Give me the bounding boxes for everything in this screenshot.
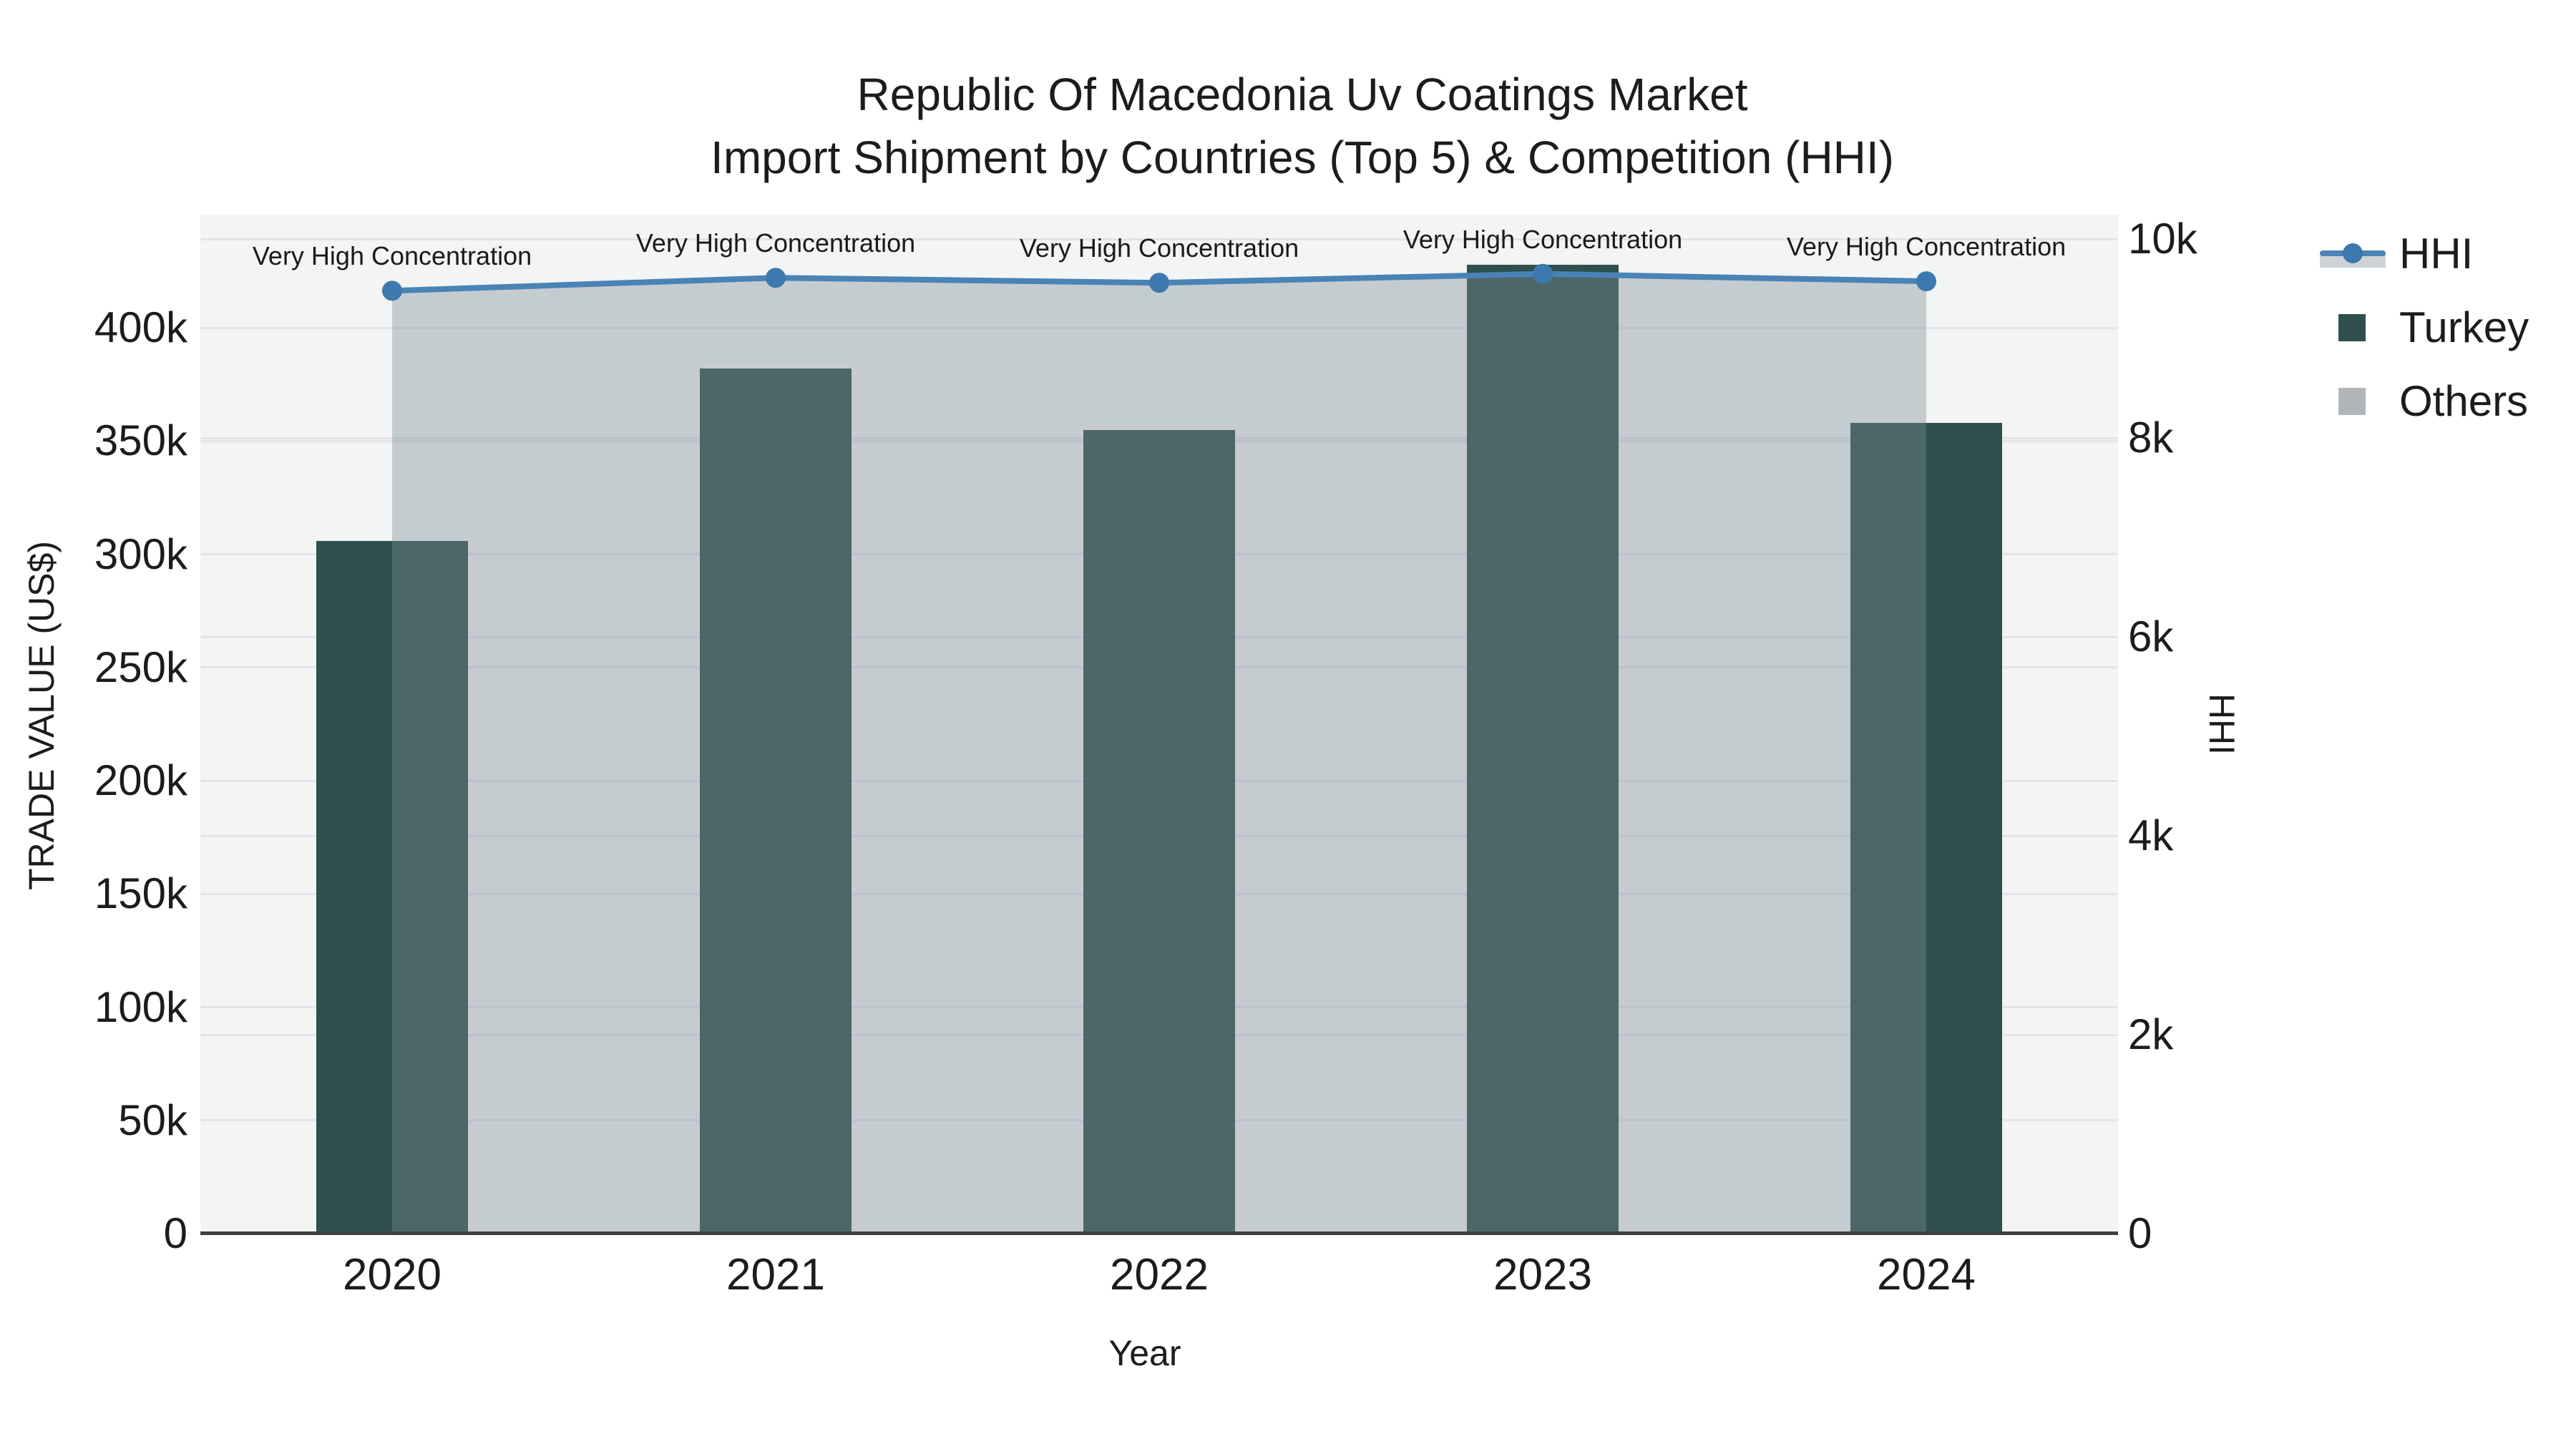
turkey-swatch-icon: [2318, 306, 2386, 350]
hhi-marker-2023[interactable]: [1533, 263, 1553, 284]
x-tick-label-2024: 2024: [1877, 1250, 1976, 1299]
y-tick-label: 100k: [94, 982, 187, 1031]
bar-turkey-2022[interactable]: [1083, 429, 1235, 1234]
right-tick-label: 10k: [2128, 215, 2197, 263]
chart-title: Republic Of Macedonia Uv Coatings Market…: [0, 63, 2576, 189]
legend-item-others[interactable]: Others: [2318, 376, 2576, 426]
hhi-marker-2020[interactable]: [382, 280, 402, 301]
y-tick-label: 350k: [94, 416, 187, 465]
chart-title-line1: Republic Of Macedonia Uv Coatings Market: [857, 69, 1748, 120]
others-swatch-icon: [2318, 379, 2386, 424]
x-axis-line: [200, 1231, 2118, 1235]
right-axis-title: HHI: [2202, 693, 2242, 756]
x-tick-label-2020: 2020: [343, 1250, 441, 1299]
legend-label-turkey: Turkey: [2399, 303, 2529, 351]
right-tick-label: 6k: [2128, 613, 2174, 661]
x-tick-label-2022: 2022: [1110, 1250, 1209, 1299]
annotation-2021: Very High Concentration: [635, 228, 916, 258]
plot-area[interactable]: [200, 215, 2118, 1234]
right-tick-label: 4k: [2128, 811, 2174, 860]
y-tick-label: 150k: [94, 869, 187, 918]
hhi-trace: [382, 263, 1936, 1234]
legend-item-turkey[interactable]: Turkey: [2318, 303, 2576, 352]
legend: HHI Turkey Others: [2318, 229, 2576, 450]
annotation-2023: Very High Concentration: [1402, 224, 1683, 254]
annotation-2020: Very High Concentration: [252, 241, 532, 271]
hhi-marker-2024[interactable]: [1916, 271, 1936, 292]
right-tick-label: 0: [2128, 1209, 2152, 1257]
bar-turkey-2023[interactable]: [1467, 264, 1619, 1234]
annotation-2024: Very High Concentration: [1786, 232, 2067, 262]
hhi-area-fill: [392, 273, 1926, 1234]
bar-turkey-2021[interactable]: [700, 369, 852, 1234]
y-tick-label: 50k: [118, 1096, 187, 1144]
hhi-line-icon: [2318, 232, 2386, 276]
x-axis-title: Year: [1108, 1333, 1181, 1373]
annotation-2022: Very High Concentration: [1019, 233, 1299, 263]
x-tick-label-2023: 2023: [1493, 1250, 1592, 1299]
gridline-right: [200, 238, 2118, 240]
legend-item-hhi[interactable]: HHI: [2318, 229, 2576, 278]
bar-turkey-2020[interactable]: [316, 540, 468, 1234]
bar-turkey-2024[interactable]: [1850, 423, 2002, 1234]
right-tick-label: 2k: [2128, 1010, 2174, 1058]
y-tick-label: 400k: [94, 303, 187, 352]
hhi-marker-2022[interactable]: [1149, 273, 1169, 293]
x-tick-label-2021: 2021: [726, 1250, 825, 1299]
chart-title-line2: Import Shipment by Countries (Top 5) & C…: [711, 132, 1894, 183]
legend-label-hhi: HHI: [2399, 230, 2474, 278]
y-tick-label: 300k: [94, 530, 187, 578]
hhi-marker-2021[interactable]: [766, 268, 786, 288]
y-tick-label: 0: [163, 1209, 187, 1257]
gridline-left: [200, 326, 2118, 329]
y-tick-label: 250k: [94, 643, 187, 691]
legend-label-others: Others: [2399, 377, 2529, 425]
y-tick-label: 200k: [94, 756, 187, 805]
y-axis-title: TRADE VALUE (US$): [21, 540, 62, 891]
right-tick-label: 8k: [2128, 414, 2174, 462]
